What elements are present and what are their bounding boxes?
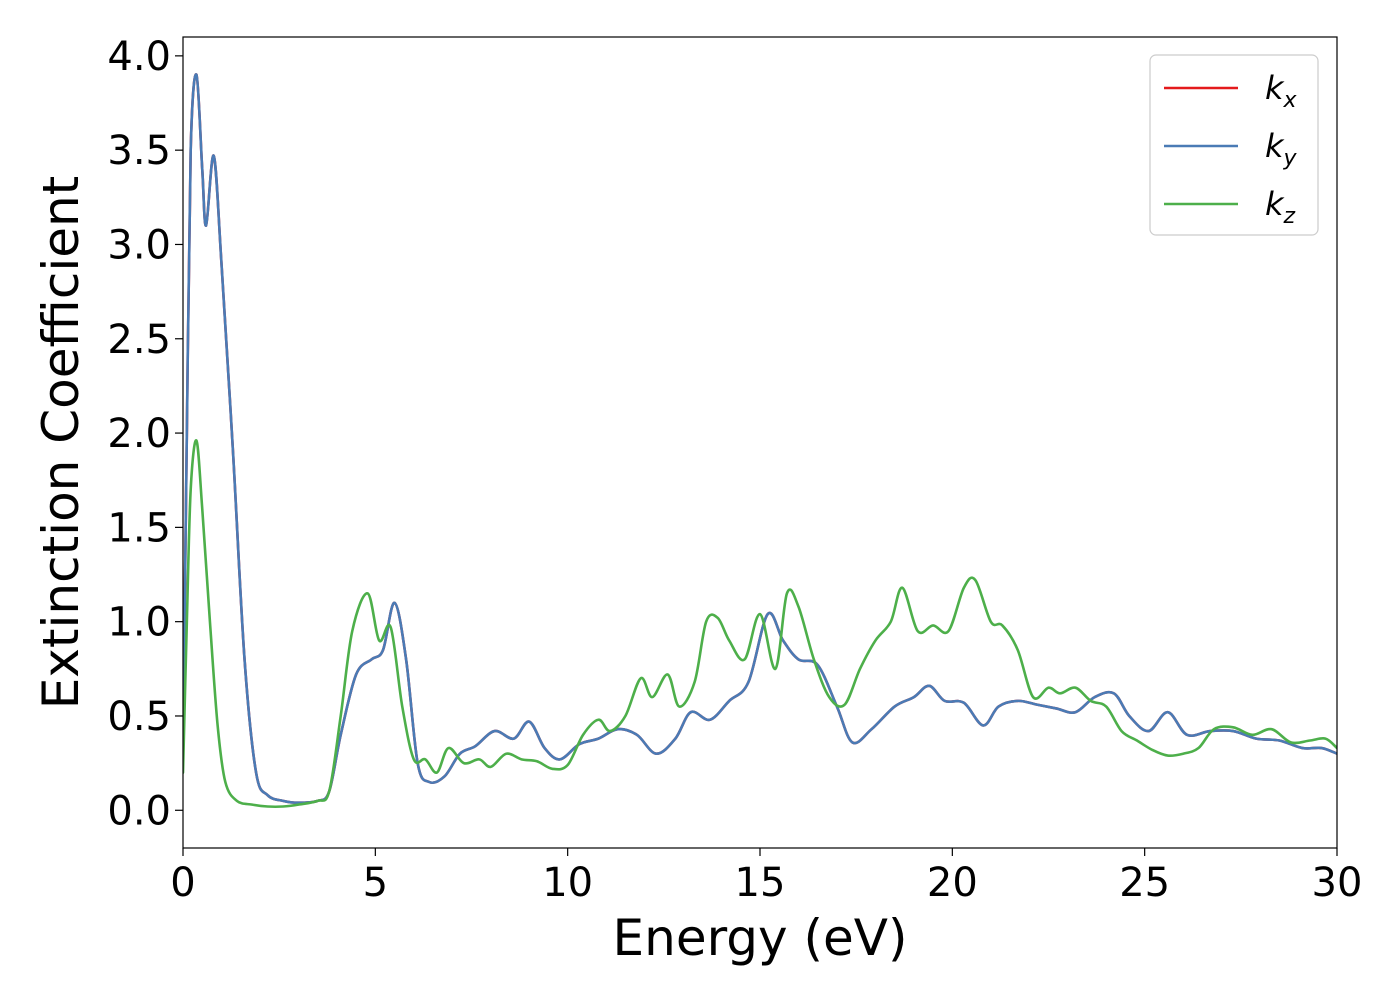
x-tick-label: 25 (1119, 860, 1170, 906)
y-tick-label: 3.0 (107, 222, 171, 268)
y-tick-label: 4.0 (107, 34, 171, 80)
y-tick-label: 3.5 (107, 128, 171, 174)
plot-lines (183, 73, 1337, 809)
x-tick-label: 15 (735, 860, 786, 906)
x-tick-label: 0 (170, 860, 195, 906)
x-axis-title: Energy (eV) (613, 909, 908, 967)
y-tick-label: 2.5 (107, 317, 171, 363)
x-tick-label: 20 (927, 860, 978, 906)
series-line-kz (183, 439, 1337, 809)
x-tick-label: 5 (363, 860, 388, 906)
y-axis-title: Extinction Coefficient (32, 176, 90, 710)
y-tick-label: 1.5 (107, 505, 171, 551)
x-tick-label: 30 (1312, 860, 1363, 906)
legend-label-ky: ky (1265, 127, 1298, 171)
y-tick-label: 1.0 (107, 600, 171, 646)
legend-label-kx: kx (1265, 69, 1298, 113)
x-axis-ticks: 0 5 10 15 20 25 30 (170, 848, 1362, 906)
x-tick-label: 10 (542, 860, 593, 906)
y-tick-label: 0.5 (107, 694, 171, 740)
legend: kx ky kz (1149, 54, 1319, 236)
y-tick-label: 2.0 (107, 411, 171, 457)
legend-label-kz: kz (1265, 185, 1296, 229)
y-tick-label: 0.0 (107, 788, 171, 834)
y-axis-ticks: 0.0 0.5 1.0 1.5 2.0 2.5 3.0 3.5 4.0 (107, 34, 183, 834)
